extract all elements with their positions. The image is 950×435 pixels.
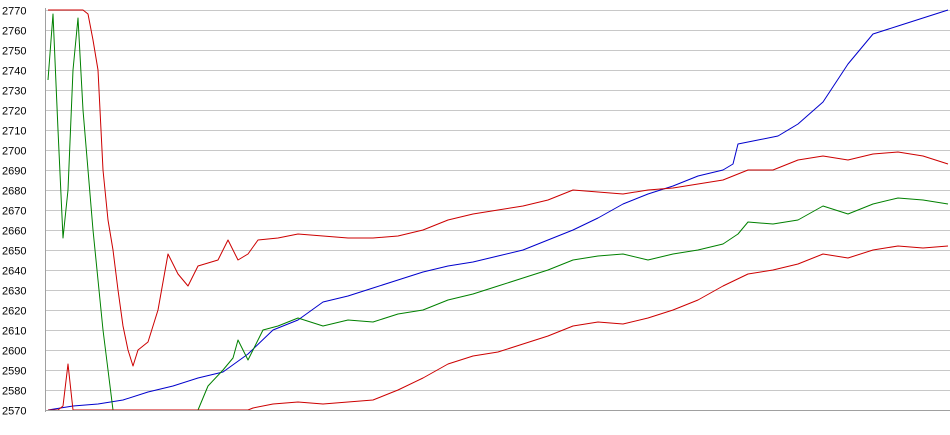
y-tick-label: 2770	[2, 6, 26, 18]
y-tick-label: 2580	[2, 386, 26, 398]
y-tick-label: 2660	[2, 226, 26, 238]
y-tick-label: 2630	[2, 286, 26, 298]
y-tick-label: 2740	[2, 66, 26, 78]
y-tick-label: 2610	[2, 326, 26, 338]
y-tick-label: 2670	[2, 206, 26, 218]
chart-series	[47, 9, 949, 411]
chart-grid	[45, 10, 950, 411]
series-line-3	[48, 9, 949, 367]
y-tick-label: 2680	[2, 186, 26, 198]
y-tick-label: 2710	[2, 126, 26, 138]
y-tick-label: 2570	[2, 406, 26, 418]
series-line-4	[48, 245, 949, 411]
y-tick-label: 2590	[2, 366, 26, 378]
y-axis-tick-labels: 2570 2580 2590 2600 2610 2620 2630 2640 2650 2660…	[2, 6, 26, 418]
y-tick-label: 2700	[2, 146, 26, 158]
y-tick-label: 2720	[2, 106, 26, 118]
series-line-1	[47, 9, 949, 411]
y-tick-label: 2760	[2, 26, 26, 38]
y-tick-label: 2730	[2, 86, 26, 98]
y-tick-label: 2690	[2, 166, 26, 178]
y-tick-label: 2650	[2, 246, 26, 258]
y-tick-label: 2620	[2, 306, 26, 318]
y-tick-label: 2640	[2, 266, 26, 278]
y-tick-label: 2750	[2, 46, 26, 58]
series-line-2	[47, 13, 949, 411]
y-tick-label: 2600	[2, 346, 26, 358]
